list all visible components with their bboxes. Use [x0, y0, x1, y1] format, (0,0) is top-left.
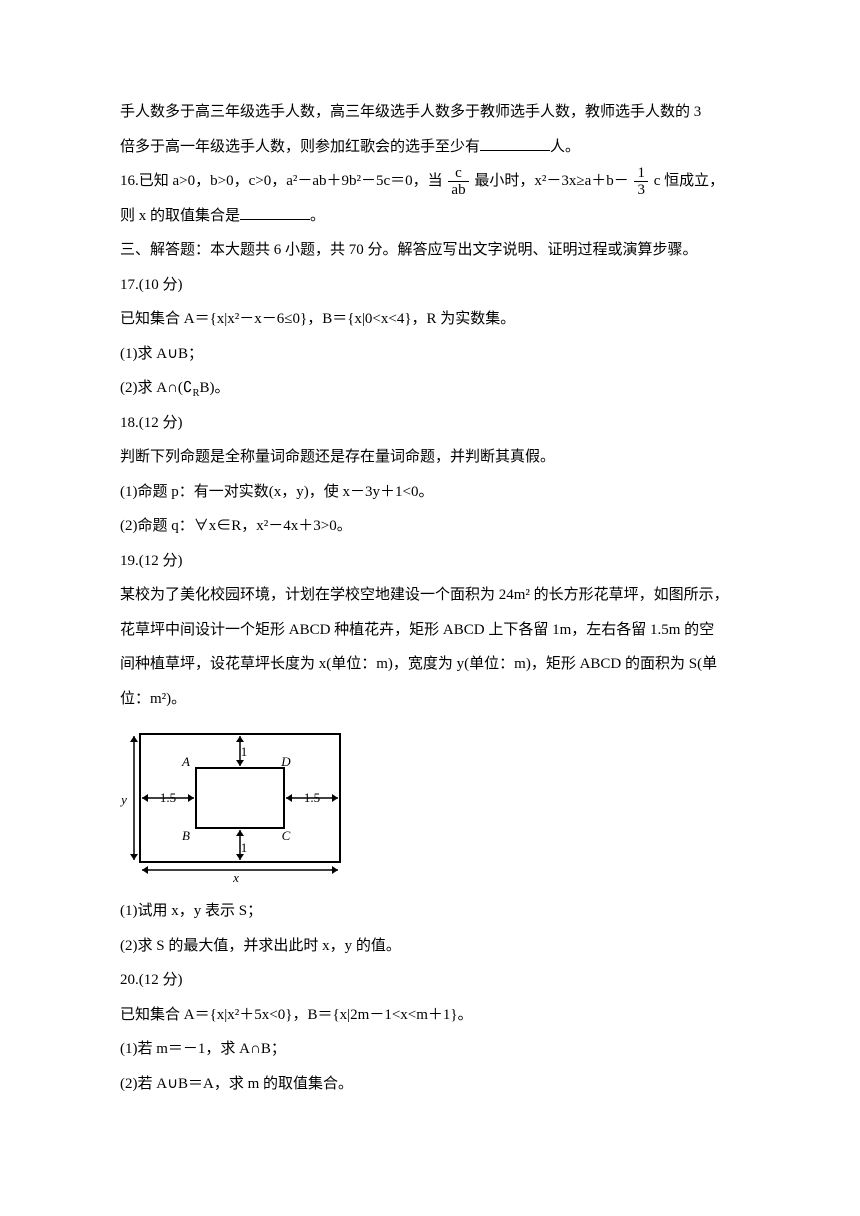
svg-text:D: D: [280, 754, 291, 769]
text-line: 花草坪中间设计一个矩形 ABCD 种植花卉，矩形 ABCD 上下各留 1m，左右…: [120, 613, 740, 648]
text: 倍多于高一年级选手人数，则参加红歌会的选手至少有: [120, 139, 480, 155]
text-line: 20.(12 分): [120, 963, 740, 998]
svg-text:1.5: 1.5: [160, 790, 176, 805]
text-line: 判断下列命题是全称量词命题还是存在量词命题，并判断其真假。: [120, 440, 740, 475]
text-line: 三、解答题：本大题共 6 小题，共 70 分。解答应写出文字说明、证明过程或演算…: [120, 233, 740, 268]
blank-fill: [240, 206, 310, 220]
text-line: 已知集合 A＝{x|x²＋5x<0}，B＝{x|2m－1<x<m＋1}。: [120, 998, 740, 1033]
diagram-svg: ADBCyx111.51.5: [120, 724, 352, 886]
text-line: 间种植草坪，设花草坪长度为 x(单位：m)，宽度为 y(单位：m)，矩形 ABC…: [120, 647, 740, 682]
text: (2)求 A∩(∁: [120, 380, 192, 396]
denominator: 3: [634, 182, 648, 199]
text: (1)试用 x，y 表示 S；: [120, 903, 262, 919]
svg-text:B: B: [182, 828, 190, 843]
text: 最小时，x²－3x≥a＋b－: [474, 173, 628, 189]
text: (1)命题 p：有一对实数(x，y)，使 x－3y＋1<0。: [120, 484, 433, 500]
text: 判断下列命题是全称量词命题还是存在量词命题，并判断其真假。: [120, 449, 555, 465]
text: 则 x 的取值集合是: [120, 208, 240, 224]
text: (2)若 A∪B＝A，求 m 的取值集合。: [120, 1076, 353, 1092]
text: 19.(12 分): [120, 553, 183, 569]
text-line: 已知集合 A＝{x|x²－x－6≤0}，B＝{x|0<x<4}，R 为实数集。: [120, 302, 740, 337]
numerator: 1: [634, 165, 648, 183]
svg-text:x: x: [232, 870, 239, 885]
text: 。: [310, 208, 325, 224]
text: 某校为了美化校园环境，计划在学校空地建设一个面积为 24m² 的长方形花草坪，如…: [120, 587, 729, 603]
text: 17.(10 分): [120, 277, 183, 293]
svg-text:1: 1: [241, 840, 248, 855]
text-line: 16.已知 a>0，b>0，c>0，a²－ab＋9b²－5c＝0，当 cab 最…: [120, 164, 740, 199]
text-line: (1)若 m＝－1，求 A∩B；: [120, 1032, 740, 1067]
text: (1)求 A∪B；: [120, 346, 203, 362]
text: 三、解答题：本大题共 6 小题，共 70 分。解答应写出文字说明、证明过程或演算…: [120, 242, 698, 258]
text-line: (1)试用 x，y 表示 S；: [120, 894, 740, 929]
text-line: 则 x 的取值集合是 。: [120, 199, 740, 234]
text-line: (1)命题 p：有一对实数(x，y)，使 x－3y＋1<0。: [120, 475, 740, 510]
text-line: 18.(12 分): [120, 406, 740, 441]
text-line: 位：m²)。: [120, 682, 740, 717]
text: 手人数多于高三年级选手人数，高三年级选手人数多于教师选手人数，教师选手人数的 3: [120, 104, 701, 120]
text: 已知集合 A＝{x|x²－x－6≤0}，B＝{x|0<x<4}，R 为实数集。: [120, 311, 515, 327]
text: (2)求 S 的最大值，并求出此时 x，y 的值。: [120, 938, 401, 954]
geometry-diagram: ADBCyx111.51.5: [120, 724, 740, 886]
text: 位：m²)。: [120, 691, 186, 707]
text: B)。: [199, 380, 229, 396]
text: 花草坪中间设计一个矩形 ABCD 种植花卉，矩形 ABCD 上下各留 1m，左右…: [120, 622, 714, 638]
svg-text:1: 1: [241, 744, 248, 759]
text-line: (2)求 S 的最大值，并求出此时 x，y 的值。: [120, 929, 740, 964]
text: 18.(12 分): [120, 415, 183, 431]
text: 16.已知 a>0，b>0，c>0，a²－ab＋9b²－5c＝0，当: [120, 173, 443, 189]
text-line: (1)求 A∪B；: [120, 337, 740, 372]
text: (1)若 m＝－1，求 A∩B；: [120, 1041, 286, 1057]
denominator: ab: [448, 182, 468, 199]
fraction: cab: [448, 165, 468, 199]
text-line: (2)命题 q：∀x∈R，x²－4x＋3>0。: [120, 509, 740, 544]
text: (2)命题 q：∀x∈R，x²－4x＋3>0。: [120, 518, 352, 534]
text: 已知集合 A＝{x|x²＋5x<0}，B＝{x|2m－1<x<m＋1}。: [120, 1007, 473, 1023]
text: 人。: [550, 139, 580, 155]
svg-text:y: y: [120, 792, 127, 807]
text-line: (2)若 A∪B＝A，求 m 的取值集合。: [120, 1067, 740, 1102]
text-line: (2)求 A∩(∁RB)。: [120, 371, 740, 406]
numerator: c: [448, 165, 468, 183]
text: 间种植草坪，设花草坪长度为 x(单位：m)，宽度为 y(单位：m)，矩形 ABC…: [120, 656, 717, 672]
svg-text:1.5: 1.5: [304, 790, 320, 805]
text-line: 19.(12 分): [120, 544, 740, 579]
text-line: 手人数多于高三年级选手人数，高三年级选手人数多于教师选手人数，教师选手人数的 3: [120, 95, 740, 130]
text: c 恒成立，: [654, 173, 724, 189]
blank-fill: [480, 137, 550, 151]
fraction: 13: [634, 165, 648, 199]
svg-text:C: C: [282, 828, 291, 843]
svg-text:A: A: [181, 754, 190, 769]
text-line: 17.(10 分): [120, 268, 740, 303]
text: 20.(12 分): [120, 972, 183, 988]
text-line: 倍多于高一年级选手人数，则参加红歌会的选手至少有 人。: [120, 130, 740, 165]
text-line: 某校为了美化校园环境，计划在学校空地建设一个面积为 24m² 的长方形花草坪，如…: [120, 578, 740, 613]
